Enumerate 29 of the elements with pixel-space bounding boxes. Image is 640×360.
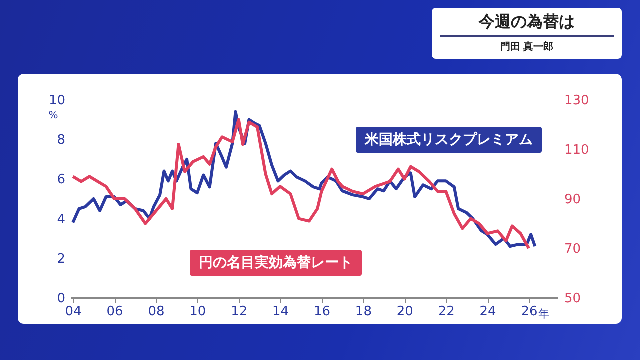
x-tick-label: 08 bbox=[148, 304, 165, 320]
y2-tick-label: 50 bbox=[564, 292, 582, 306]
x-tick-label: 10 bbox=[190, 304, 206, 320]
y-tick-label: 6 bbox=[57, 172, 66, 188]
y-tick-label: 10 bbox=[48, 94, 66, 108]
y-tick-label: 0 bbox=[57, 292, 66, 306]
x-tick-label: 18 bbox=[355, 304, 372, 320]
x-tick-label: 16 bbox=[314, 304, 331, 320]
y2-tick-label: 70 bbox=[564, 242, 582, 257]
text: 円の名目実効為替レート bbox=[199, 254, 353, 271]
y-tick-label: 8 bbox=[57, 133, 66, 148]
y2-tick-label: 110 bbox=[564, 143, 590, 158]
x-tick-label: 22 bbox=[438, 304, 455, 320]
x-axis-title: 年 bbox=[538, 308, 550, 320]
x-tick-label: 24 bbox=[480, 304, 496, 320]
x-tick-label: 04 bbox=[65, 304, 82, 320]
chart-subtitle: 門田 真一郎 bbox=[499, 40, 555, 54]
y2-tick-label: 90 bbox=[564, 192, 582, 208]
x-tick-label: 14 bbox=[272, 304, 290, 320]
text: 米国株式リスクプレミアム bbox=[364, 131, 533, 148]
x-tick-label: 06 bbox=[106, 304, 124, 320]
y-axis-title: % bbox=[48, 110, 58, 122]
x-tick-label: 20 bbox=[396, 304, 414, 320]
x-tick-label: 26 bbox=[521, 304, 538, 320]
x-tick-label: 12 bbox=[231, 304, 248, 320]
y-tick-label: 2 bbox=[57, 252, 66, 267]
y2-tick-label: 130 bbox=[564, 94, 590, 108]
chart-title: 今週の為替は bbox=[440, 12, 614, 37]
y-tick-label: 4 bbox=[57, 212, 66, 228]
